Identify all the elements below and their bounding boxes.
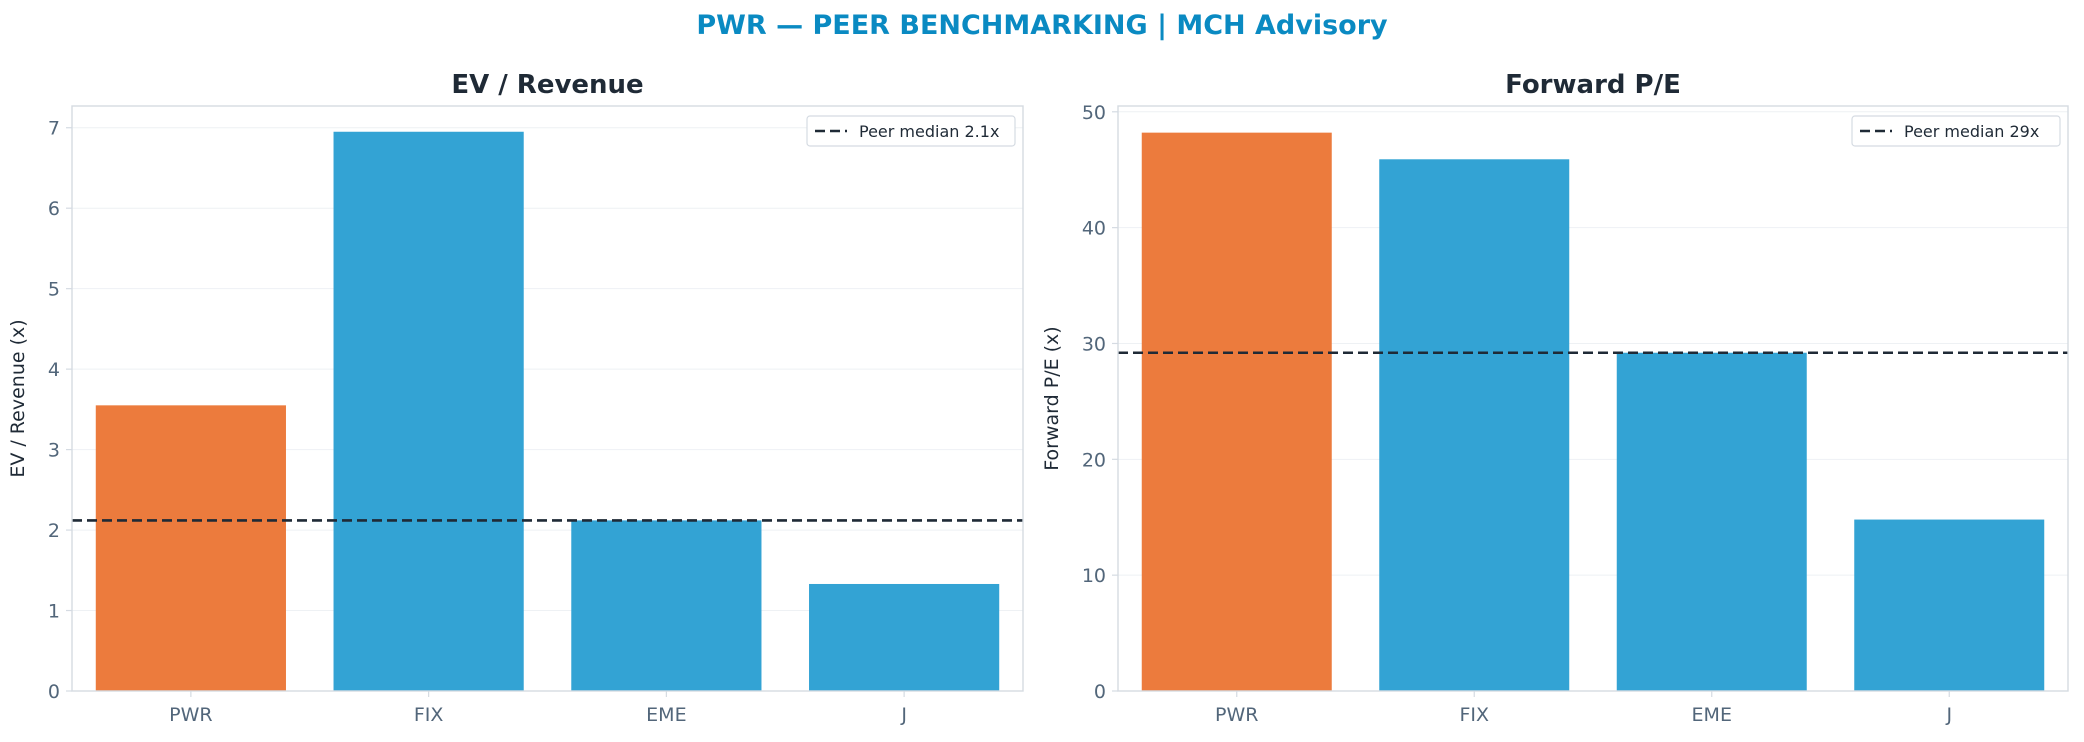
- y-tick-label: 0: [48, 681, 60, 703]
- bar-pwr: [95, 405, 286, 691]
- legend-label: Peer median 29x: [1904, 122, 2039, 141]
- legend-box: [806, 115, 1016, 147]
- bar-fix: [1379, 159, 1570, 692]
- bar-j: [1854, 519, 2045, 691]
- chart-title: Forward P/E: [1505, 70, 1681, 100]
- axes-frame: [71, 105, 1024, 692]
- y-tick-label: 0: [1094, 681, 1106, 703]
- y-tick-label: 20: [1082, 449, 1106, 471]
- legend-box: [1851, 115, 2061, 147]
- y-tick-label: 40: [1082, 218, 1106, 240]
- axes-frame: [1117, 105, 2069, 692]
- y-tick-label: 1: [48, 601, 60, 623]
- x-tick-label: PWR: [1215, 704, 1258, 726]
- y-tick-label: 10: [1082, 565, 1106, 587]
- x-tick-label: EME: [646, 704, 686, 726]
- x-tick-label: FIX: [1459, 704, 1489, 726]
- legend: Peer median 2.1x: [806, 115, 1016, 147]
- x-tick-label: EME: [1692, 704, 1732, 726]
- y-tick-label: 5: [48, 279, 60, 301]
- bar-eme: [571, 520, 762, 691]
- y-tick-label: 4: [48, 359, 60, 381]
- figure-title: PWR — PEER BENCHMARKING | MCH Advisory: [696, 10, 1388, 41]
- bar-pwr: [1141, 132, 1332, 692]
- legend: Peer median 29x: [1851, 115, 2061, 147]
- bar-j: [809, 583, 1000, 691]
- chart-panel-1: EV / Revenue EV / Revenue (x) 0 1 2 3 4 5 6 7 PWR F…: [7, 70, 1024, 726]
- chart-title: EV / Revenue: [451, 70, 643, 100]
- x-tick-label: J: [1945, 704, 1952, 726]
- y-tick-label: 6: [48, 198, 60, 220]
- chart-panel-2: Forward P/E Forward P/E (x) 0 10 20 30 40 50 PWR…: [1041, 70, 2069, 726]
- y-tick-label: 50: [1082, 102, 1106, 124]
- bar-fix: [333, 131, 524, 692]
- y-tick-label: 3: [48, 440, 60, 462]
- y-tick-label: 30: [1082, 333, 1106, 355]
- bar-eme: [1616, 352, 1807, 691]
- y-axis-label: EV / Revenue (x): [7, 319, 29, 477]
- y-tick-label: 7: [48, 118, 60, 140]
- x-tick-label: FIX: [414, 704, 444, 726]
- y-tick-label: 2: [48, 520, 60, 542]
- x-tick-label: J: [900, 704, 907, 726]
- y-axis-label: Forward P/E (x): [1041, 326, 1063, 470]
- legend-label: Peer median 2.1x: [859, 122, 999, 141]
- x-tick-label: PWR: [169, 704, 212, 726]
